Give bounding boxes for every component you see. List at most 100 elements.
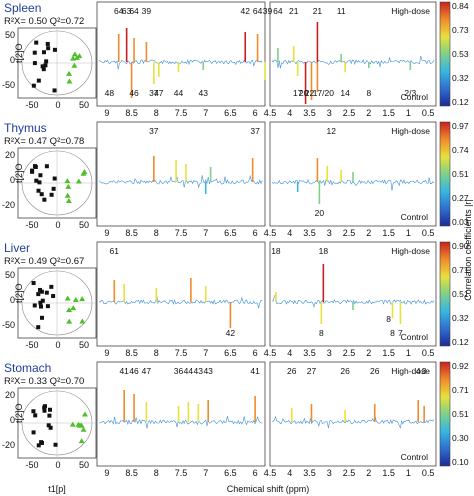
control-point (51, 294, 56, 299)
high-dose-point (71, 51, 78, 57)
control-point (38, 173, 43, 178)
peak-annotation: 22 (305, 88, 315, 98)
control-point (45, 41, 50, 46)
control-point (36, 78, 41, 83)
peak-annotation: 8 (390, 328, 395, 338)
high-dose-point (66, 78, 73, 84)
peak-annotation: 64 (273, 6, 283, 16)
control-point (41, 50, 46, 55)
nmr-x-tick: 7 (203, 468, 208, 478)
peak-annotation: 27 (307, 366, 317, 376)
control-point (39, 315, 44, 320)
spectrum-trace (271, 177, 435, 191)
control-point (32, 164, 37, 169)
peak-annotation: 61 (110, 246, 120, 256)
peak-annotation: 48 (105, 88, 115, 98)
control-point (44, 59, 49, 64)
high-dose-point (64, 178, 71, 184)
control-point (53, 442, 58, 447)
pca-y-tick: 0 (10, 55, 15, 65)
peak-annotation: 64 (129, 6, 139, 16)
control-point (32, 303, 37, 308)
nmr-x-tick: 4 (287, 108, 292, 118)
nmr-x-label: Chemical shift (ppm) (227, 484, 310, 494)
control-point (32, 50, 37, 55)
control-point (34, 40, 39, 45)
nmr-x-tick: 9 (104, 228, 109, 238)
colorbar-tick: 0.30 (452, 433, 469, 443)
nmr-x-tick: 2.5 (343, 108, 356, 118)
organ-title: Spleen (4, 1, 41, 15)
colorbar-tick: 0.32 (452, 73, 469, 83)
control-point (52, 47, 57, 52)
control-point (46, 423, 51, 428)
peak-annotation: 43 (199, 88, 209, 98)
colorbar-tick: 0.71 (452, 265, 469, 275)
nmr-x-tick: 2 (366, 468, 371, 478)
colorbar (439, 241, 451, 347)
nmr-x-tick: 8.5 (125, 348, 138, 358)
peak-annotation: 2/3 (404, 88, 416, 98)
pca-x-label: t1[p] (48, 484, 66, 494)
high-dose-point (66, 307, 73, 313)
control-point (32, 61, 37, 66)
nmr-x-tick: 2.5 (343, 228, 356, 238)
peak-annotation: 44 (174, 88, 184, 98)
peak-annotation: 37 (149, 126, 159, 136)
nmr-x-tick: 2.5 (343, 348, 356, 358)
nmr-x-tick: 0.5 (422, 108, 435, 118)
pca-x-tick: 50 (79, 100, 89, 110)
colorbar (439, 361, 451, 467)
high-dose-point (81, 169, 88, 175)
high-dose-point (64, 192, 71, 198)
control-point (34, 178, 39, 183)
control-label: Control (401, 212, 429, 222)
control-point (31, 83, 36, 88)
high-dose-point (71, 62, 78, 68)
peak-annotation: 26 (287, 366, 297, 376)
control-point (36, 325, 41, 330)
peak-annotation: 42 (241, 6, 251, 16)
peak-annotation: 8 (319, 328, 324, 338)
pca-y-label: t[2]O (14, 43, 24, 63)
nmr-x-tick: 7.5 (175, 108, 188, 118)
peak-annotation: 41 (250, 366, 260, 376)
nmr-left-frame (96, 361, 266, 467)
peak-annotation: 37 (149, 88, 159, 98)
pca-x-tick: -50 (25, 340, 38, 350)
peak-annotation: 39 (263, 6, 273, 16)
pca-y-tick: -50 (2, 320, 15, 330)
nmr-x-tick: 8 (154, 348, 159, 358)
high-dose-point (66, 70, 73, 76)
control-point (52, 176, 57, 181)
colorbar-tick: 0.51 (452, 289, 469, 299)
high-dose-point (80, 426, 87, 432)
high-dose-point (79, 296, 86, 302)
control-point (39, 440, 44, 445)
nmr-x-tick: 2 (366, 228, 371, 238)
control-point (39, 192, 44, 197)
peak-annotation: 20 (315, 208, 325, 218)
control-point (49, 284, 54, 289)
peak-annotation: 17/20 (313, 88, 335, 98)
peak-annotation: 20 (299, 88, 309, 98)
control-point (51, 186, 56, 191)
nmr-x-tick: 4.5 (264, 108, 277, 118)
peak-annotation: 8 (386, 314, 391, 324)
colorbar-label: Correlation coefficients |r| (463, 199, 473, 301)
colorbar-tick: 0.12 (452, 337, 469, 347)
nmr-x-tick: 6 (253, 468, 258, 478)
nmr-x-tick: 8 (154, 228, 159, 238)
nmr-left-frame (96, 241, 266, 347)
nmr-x-tick: 8.5 (125, 228, 138, 238)
control-point (41, 67, 46, 72)
high-dose-point (70, 55, 77, 61)
peak-annotation: 14 (340, 88, 350, 98)
nmr-x-tick: 1 (406, 348, 411, 358)
nmr-x-tick: 7 (203, 348, 208, 358)
control-point (36, 292, 41, 297)
pca-y-tick: 20 (5, 390, 15, 400)
nmr-x-tick: 1.5 (382, 468, 395, 478)
